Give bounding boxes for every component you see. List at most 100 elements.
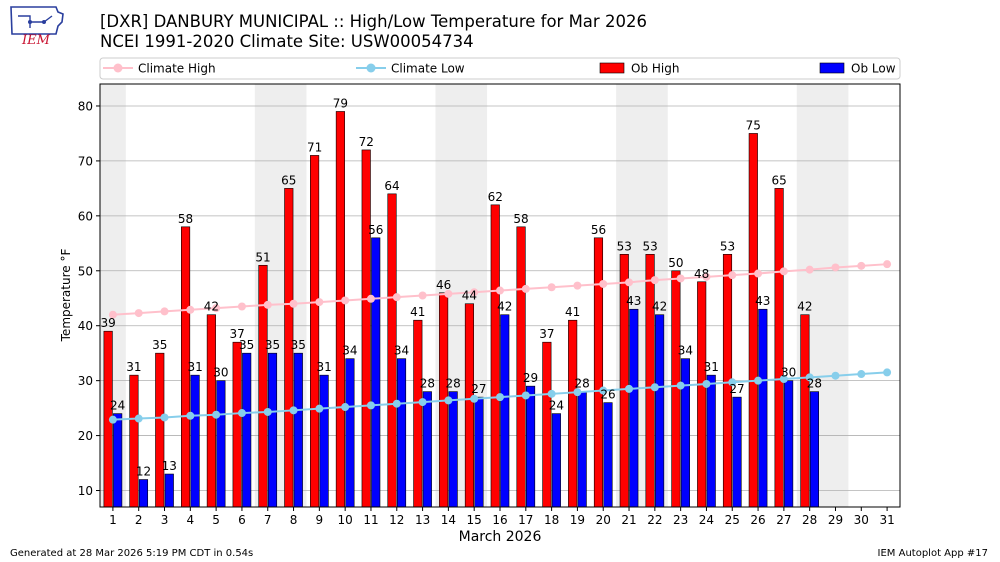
legend-ob-high-label: Ob High [631, 62, 679, 76]
y-axis-label: Temperature °F [59, 249, 73, 343]
ob-high-bar [542, 341, 552, 508]
ob-low-bar [396, 358, 407, 508]
ob-low-bar [474, 396, 484, 508]
ob-high-bar-label: 72 [359, 135, 374, 149]
ob-low-bar [319, 374, 329, 508]
climate-high-point [676, 274, 685, 283]
ob-high-bar-label: 48 [694, 267, 709, 281]
y-tick-label: 40 [78, 319, 93, 333]
legend-climate-high-marker [113, 63, 123, 73]
ob-low-bar-label: 24 [110, 399, 125, 413]
climate-high-point [754, 269, 763, 278]
x-tick-label: 1 [109, 513, 117, 527]
generated-timestamp: Generated at 28 Mar 2026 5:19 PM CDT in … [10, 548, 254, 559]
ob-low-bar-label: 34 [394, 344, 409, 358]
ob-low-bar [809, 391, 819, 508]
ob-low-bar-label: 29 [523, 371, 538, 385]
climate-low-point [263, 407, 272, 416]
ob-low-bar [706, 374, 716, 508]
x-tick-label: 22 [647, 513, 662, 527]
legend-ob-low-label: Ob Low [851, 62, 896, 76]
climate-low-point [366, 401, 375, 410]
ob-high-bar-label: 51 [255, 250, 270, 264]
ob-low-bar-label: 56 [368, 223, 383, 237]
climate-high-point [444, 289, 453, 298]
x-tick-label: 17 [518, 513, 533, 527]
ob-high-bar-label: 37 [539, 327, 554, 341]
x-tick-label: 28 [802, 513, 817, 527]
ob-high-bar [593, 237, 604, 508]
ob-high-bar-label: 75 [746, 118, 761, 132]
ob-low-bar-label: 12 [136, 465, 151, 479]
x-tick-label: 18 [544, 513, 559, 527]
x-tick-label: 3 [161, 513, 169, 527]
ob-high-bar [129, 374, 139, 508]
climate-low-point [857, 370, 866, 379]
ob-low-bar-label: 31 [316, 360, 331, 374]
ob-high-bar [490, 204, 500, 508]
ob-high-bar [774, 188, 784, 508]
ob-low-bar-label: 42 [652, 300, 667, 314]
ob-high-bar-label: 31 [126, 360, 141, 374]
ob-high-bar-label: 35 [152, 338, 167, 352]
climate-low-point [779, 375, 788, 384]
ob-low-bar-label: 31 [187, 360, 202, 374]
ob-low-bar [551, 413, 561, 508]
climate-low-point [341, 403, 350, 412]
climate-low-point [160, 413, 169, 422]
climate-low-point [315, 404, 324, 413]
climate-low-point [418, 398, 427, 407]
x-tick-label: 25 [725, 513, 740, 527]
climate-high-point [547, 283, 556, 292]
ob-low-bar [448, 391, 458, 508]
ob-low-bar [345, 358, 355, 508]
svg-text:IEM: IEM [21, 33, 51, 48]
x-axis-label: March 2026 [459, 529, 542, 545]
ob-low-bar [242, 352, 252, 508]
ob-high-bar [800, 314, 810, 508]
x-tick-label: 26 [750, 513, 765, 527]
climate-low-point [625, 384, 634, 393]
ob-low-bar [577, 391, 587, 508]
ob-high-bar-label: 50 [668, 256, 683, 270]
ob-high-bar [697, 281, 707, 508]
climate-high-point [470, 288, 479, 297]
climate-low-point [237, 409, 246, 418]
ob-high-bar-label: 64 [384, 179, 399, 193]
climate-high-point [237, 302, 246, 311]
x-tick-label: 16 [492, 513, 507, 527]
ob-high-bar [645, 253, 655, 508]
climate-low-point [728, 378, 737, 387]
ob-low-bar [164, 473, 174, 508]
ob-low-bar-label: 13 [162, 459, 177, 473]
x-tick-label: 5 [212, 513, 220, 527]
ob-high-bar [310, 155, 320, 508]
ob-low-bar-label: 28 [575, 377, 590, 391]
ob-low-bar-label: 31 [704, 360, 719, 374]
y-axis: 10 20 30 40 50 60 70 80 [78, 99, 100, 498]
climate-low-point [496, 393, 504, 402]
ob-high-bar-label: 46 [436, 278, 451, 292]
climate-high-point [212, 304, 221, 313]
climate-low-point [754, 376, 763, 385]
climate-low-point [573, 388, 582, 397]
climate-low-point [599, 386, 608, 395]
climate-high-point [805, 265, 814, 274]
ob-high-bar-label: 39 [101, 316, 116, 330]
ob-low-bar [655, 314, 665, 508]
ob-low-bar [216, 380, 226, 508]
climate-low-point [444, 396, 453, 405]
ob-high-bar-label: 42 [204, 300, 219, 314]
ob-high-bar-label: 41 [410, 305, 425, 319]
climate-high-point [883, 260, 892, 269]
climate-low-point [805, 373, 814, 382]
x-tick-label: 29 [828, 513, 843, 527]
climate-low-point [676, 381, 685, 390]
climate-low-point [702, 379, 711, 388]
ob-high-bar [206, 314, 216, 508]
ob-high-bar [464, 303, 474, 508]
ob-low-bar-label: 27 [471, 382, 486, 396]
ob-low-bar [758, 308, 768, 508]
x-axis: 1 2 3 4 5 6 7 8 9 10 11 12 13 14 15 16 17 18 19 20 21 22 23 24 2… [109, 507, 895, 527]
ob-high-bar-label: 62 [488, 190, 503, 204]
